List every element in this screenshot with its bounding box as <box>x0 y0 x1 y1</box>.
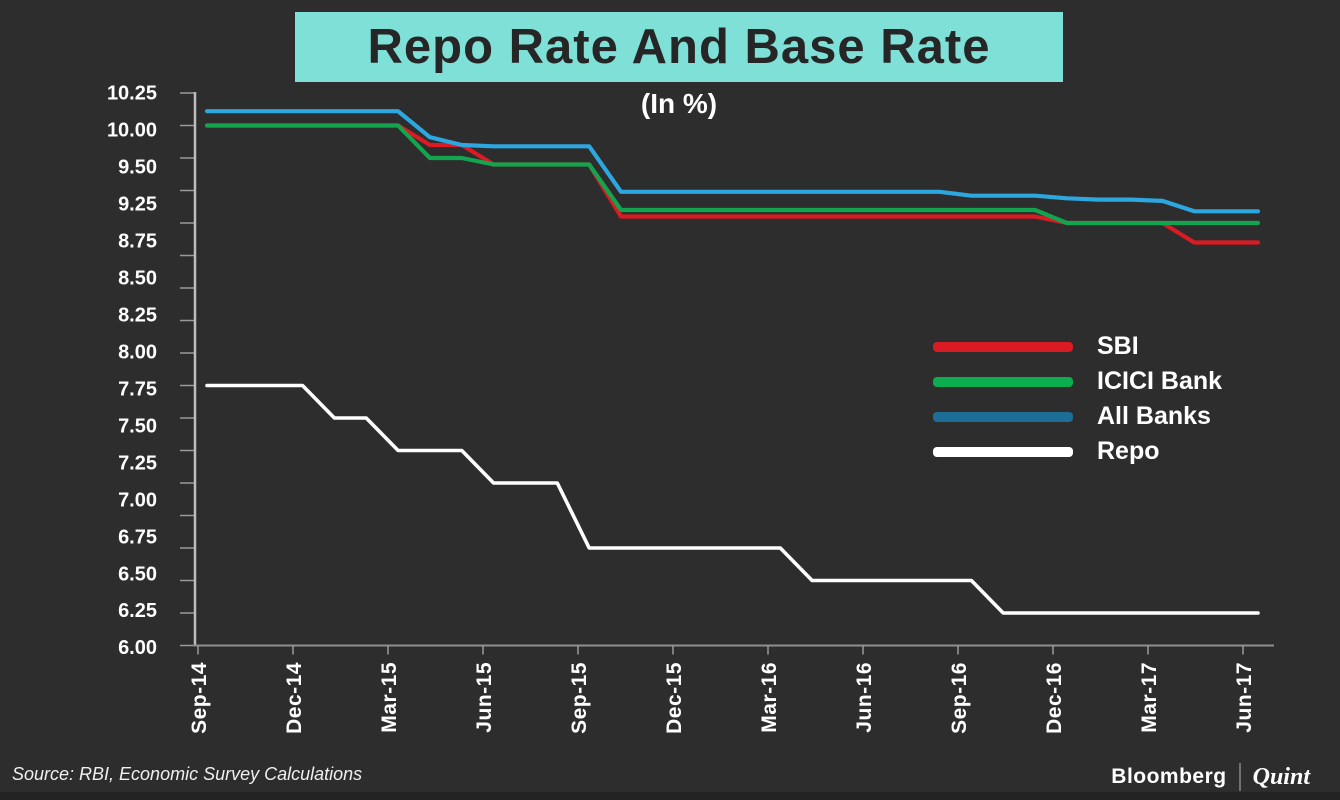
y-axis-label: 6.50 <box>118 563 157 585</box>
x-axis-label: Dec-15 <box>663 662 686 734</box>
legend-label: ICICI Bank <box>1097 367 1223 395</box>
brand-quint: Quint <box>1252 763 1310 790</box>
legend-swatch <box>933 411 1073 422</box>
y-axis-label: 7.50 <box>118 415 157 437</box>
x-axis-label: Dec-14 <box>283 662 306 734</box>
brand-logo: Bloomberg Quint <box>1111 762 1310 792</box>
x-axis-label: Jun-17 <box>1233 662 1256 733</box>
legend-row-icici-bank: ICICI Bank <box>933 369 1222 394</box>
y-axis-label: 9.50 <box>118 157 157 179</box>
title-banner: Repo Rate And Base Rate <box>295 12 1063 82</box>
legend-label: All Banks <box>1097 402 1211 430</box>
y-axis-label: 8.25 <box>118 305 157 327</box>
legend-label: Repo <box>1097 437 1160 465</box>
legend-row-repo: Repo <box>933 439 1222 464</box>
bottom-strip <box>0 792 1340 800</box>
brand-bloomberg: Bloomberg <box>1111 765 1227 788</box>
chart-legend: SBI ICICI Bank All Banks Repo <box>933 334 1222 474</box>
y-axis-label: 7.25 <box>118 452 157 474</box>
series-line-icici-bank <box>204 123 1261 226</box>
y-axis-label: 7.75 <box>118 378 157 400</box>
y-axis-label: 6.00 <box>118 637 157 659</box>
y-axis-label: 10.00 <box>107 120 157 142</box>
x-axis-label: Mar-16 <box>758 662 781 733</box>
y-axis-label: 8.50 <box>118 268 157 290</box>
x-axis-label: Mar-17 <box>1138 662 1161 733</box>
y-axis-label: 7.00 <box>118 489 157 511</box>
y-axis-label: 8.00 <box>118 341 157 363</box>
legend-row-all-banks: All Banks <box>933 404 1222 429</box>
y-axis-label: 8.75 <box>118 231 157 253</box>
series-line-repo <box>205 383 1260 615</box>
legend-swatch <box>933 341 1073 352</box>
y-axis-label: 6.75 <box>118 526 157 548</box>
x-axis-label: Jun-15 <box>473 662 496 733</box>
x-axis-label: Mar-15 <box>378 662 401 733</box>
x-axis-label: Sep-15 <box>568 662 591 734</box>
page-title: Repo Rate And Base Rate <box>367 20 991 74</box>
source-note: Source: RBI, Economic Survey Calculation… <box>12 764 363 784</box>
x-axis-label: Sep-14 <box>188 662 211 734</box>
x-axis-label: Jun-16 <box>853 662 876 733</box>
chart-subtitle: (In %) <box>640 88 718 119</box>
legend-swatch <box>933 376 1073 387</box>
x-axis-label: Dec-16 <box>1043 662 1066 734</box>
brand-divider <box>1238 763 1241 791</box>
legend-swatch <box>933 446 1073 457</box>
y-axis-label: 6.25 <box>118 600 157 622</box>
series-line-all-banks <box>204 109 1261 214</box>
x-axis-label: Sep-16 <box>948 662 971 734</box>
legend-label: SBI <box>1097 332 1139 360</box>
legend-row-sbi: SBI <box>933 334 1222 359</box>
y-axis-label: 9.25 <box>118 194 157 216</box>
y-axis-label: 10.25 <box>107 83 157 105</box>
